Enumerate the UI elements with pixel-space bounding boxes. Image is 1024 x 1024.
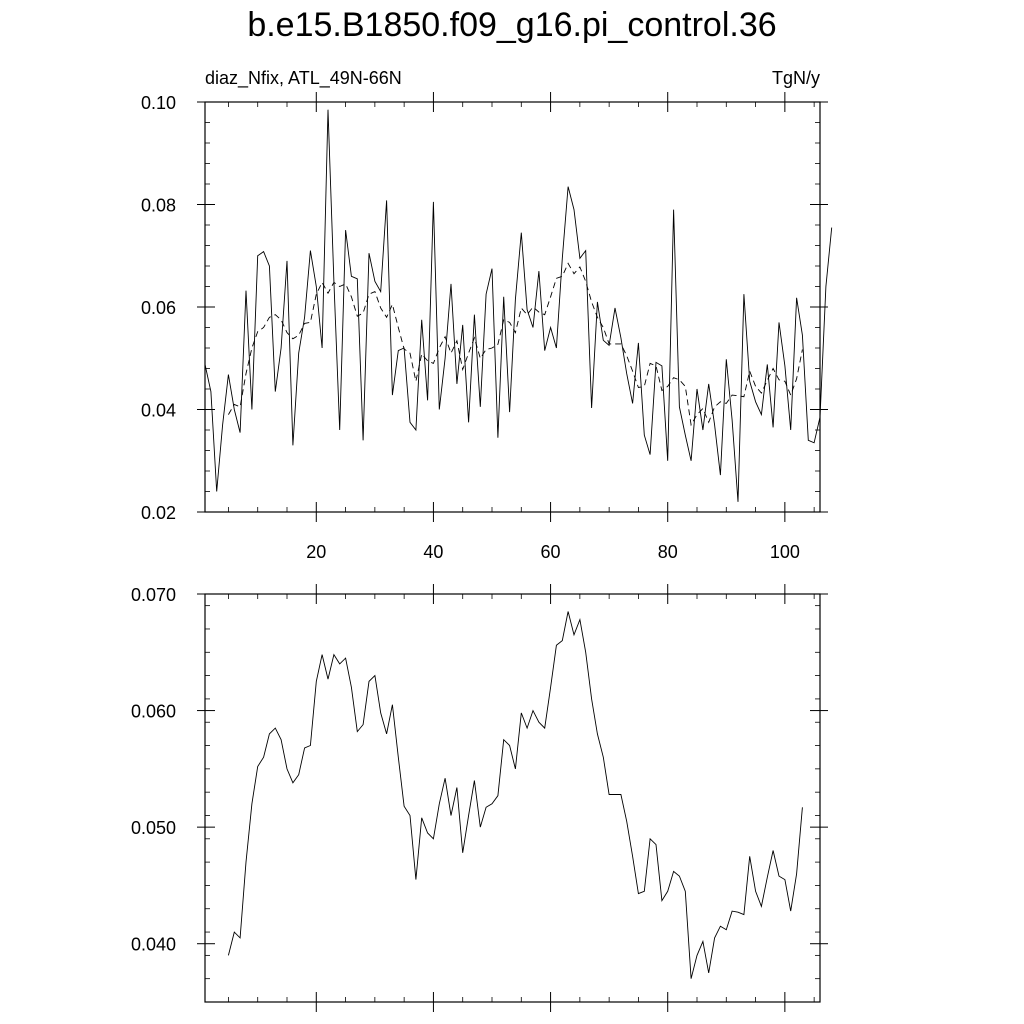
data-line bbox=[227, 611, 803, 979]
x-tick-label: 40 bbox=[423, 542, 443, 562]
y-tick-label: 0.04 bbox=[141, 401, 176, 421]
x-tick-label: 60 bbox=[541, 542, 561, 562]
bottom-panel: 0.040 0.050 0.060 0.070 bbox=[131, 584, 828, 1012]
y-tick-label: 0.10 bbox=[141, 93, 176, 113]
x-tick-label: 100 bbox=[770, 542, 800, 562]
x-tick-label: 80 bbox=[658, 542, 678, 562]
top-panel-left-label: diaz_Nfix, ATL_49N-66N bbox=[205, 68, 402, 89]
y-tick-label: 0.050 bbox=[131, 818, 176, 838]
data-line bbox=[204, 109, 833, 502]
y-tick-label: 0.070 bbox=[131, 585, 176, 605]
plot-frame bbox=[204, 101, 821, 513]
chart-title: b.e15.B1850.f09_g16.pi_control.36 bbox=[247, 6, 777, 44]
y-tick-label: 0.02 bbox=[141, 503, 176, 523]
y-tick-label: 0.08 bbox=[141, 196, 176, 216]
x-tick-label: 20 bbox=[306, 542, 326, 562]
y-tick-label: 0.060 bbox=[131, 702, 176, 722]
plot-frame bbox=[204, 593, 821, 1003]
y-tick-label: 0.06 bbox=[141, 298, 176, 318]
top-panel-right-label: TgN/y bbox=[772, 68, 820, 88]
top-panel: diaz_Nfix, ATL_49N-66N TgN/y 20 40 60 80 100… bbox=[141, 68, 833, 562]
y-tick-label: 0.040 bbox=[131, 935, 176, 955]
running-mean-line bbox=[228, 262, 803, 427]
